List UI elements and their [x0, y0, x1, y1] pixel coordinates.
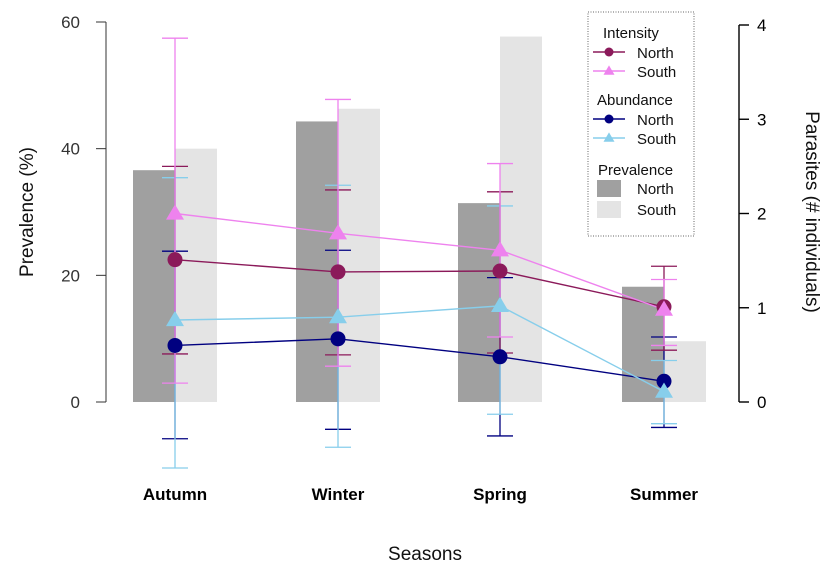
right-y-axis-title: Parasites (# individuals): [801, 111, 821, 313]
line-abundance-south: [174, 305, 665, 393]
legend-prevalence-title: Prevalence: [598, 162, 673, 179]
bar-prevalence-south-summer: [664, 341, 706, 402]
legend-intensity-title: Intensity: [603, 25, 659, 42]
point-abundance-north-autumn: [167, 337, 183, 353]
point-abundance-north-spring: [492, 349, 508, 365]
left-tick-label-40: 40: [61, 140, 80, 159]
left-tick-label-60: 60: [61, 13, 80, 32]
point-intensity-south-autumn: [166, 204, 184, 220]
point-intensity-south-winter: [329, 224, 347, 240]
category-label-spring: Spring: [473, 485, 527, 504]
svg-text:North: North: [637, 112, 674, 129]
category-label-autumn: Autumn: [143, 485, 207, 504]
x-category-labels: Autumn Winter Spring Summer: [143, 485, 699, 504]
legend-items: North South North South North South: [593, 45, 676, 219]
svg-text:South: South: [637, 64, 676, 81]
point-intensity-south-summer: [655, 300, 673, 316]
right-tick-label-2: 2: [757, 205, 766, 224]
point-intensity-south-spring: [491, 241, 509, 257]
bar-prevalence-north-winter: [296, 121, 338, 402]
bar-prevalence-south-spring: [500, 36, 542, 403]
left-y-axis: 0 20 40 60: [61, 13, 107, 412]
left-y-axis-title: Prevalence (%): [17, 147, 38, 277]
bar-prevalence-south-autumn: [175, 148, 217, 402]
legend-item-prevalence-south: South: [597, 201, 676, 219]
svg-text:North: North: [637, 45, 674, 62]
svg-text:North: North: [637, 181, 674, 198]
right-tick-label-3: 3: [757, 110, 766, 129]
right-tick-label-4: 4: [757, 16, 766, 35]
bar-prevalence-north-autumn: [133, 170, 175, 402]
point-abundance-south-autumn: [166, 310, 184, 327]
legend-item-abundance-south: South: [593, 131, 676, 148]
category-label-winter: Winter: [312, 485, 365, 504]
category-label-summer: Summer: [630, 485, 698, 504]
x-axis-title: Seasons: [388, 544, 462, 565]
series-points: [166, 204, 673, 398]
legend-abundance-title: Abundance: [597, 92, 673, 109]
right-y-axis: 0 1 2 3 4: [738, 16, 766, 412]
bar-prevalence-north-spring: [458, 203, 500, 402]
svg-text:South: South: [637, 202, 676, 219]
point-abundance-south-winter: [329, 307, 347, 324]
left-tick-label-0: 0: [71, 393, 80, 412]
series-lines: [174, 212, 665, 393]
point-abundance-north-winter: [330, 331, 346, 347]
right-tick-label-1: 1: [757, 299, 766, 318]
legend: Intensity Abundance Prevalence North Sout…: [587, 11, 695, 237]
bar-prevalence-south-winter: [338, 108, 380, 403]
legend-item-prevalence-north: North: [597, 180, 674, 198]
legend-item-abundance-north: North: [593, 112, 674, 129]
legend-item-intensity-north: North: [593, 45, 674, 62]
point-abundance-south-spring: [491, 296, 509, 312]
point-intensity-north-spring: [492, 263, 508, 279]
svg-text:South: South: [637, 131, 676, 148]
point-intensity-north-winter: [330, 264, 346, 280]
left-tick-label-20: 20: [61, 266, 80, 285]
line-abundance-north: [174, 338, 665, 382]
point-abundance-south-summer: [655, 382, 673, 398]
point-intensity-north-autumn: [167, 252, 183, 268]
line-intensity-south: [174, 212, 665, 311]
line-intensity-north: [174, 258, 665, 308]
right-tick-label-0: 0: [757, 393, 766, 412]
point-abundance-north-summer: [656, 373, 672, 389]
legend-item-intensity-south: South: [593, 64, 676, 81]
